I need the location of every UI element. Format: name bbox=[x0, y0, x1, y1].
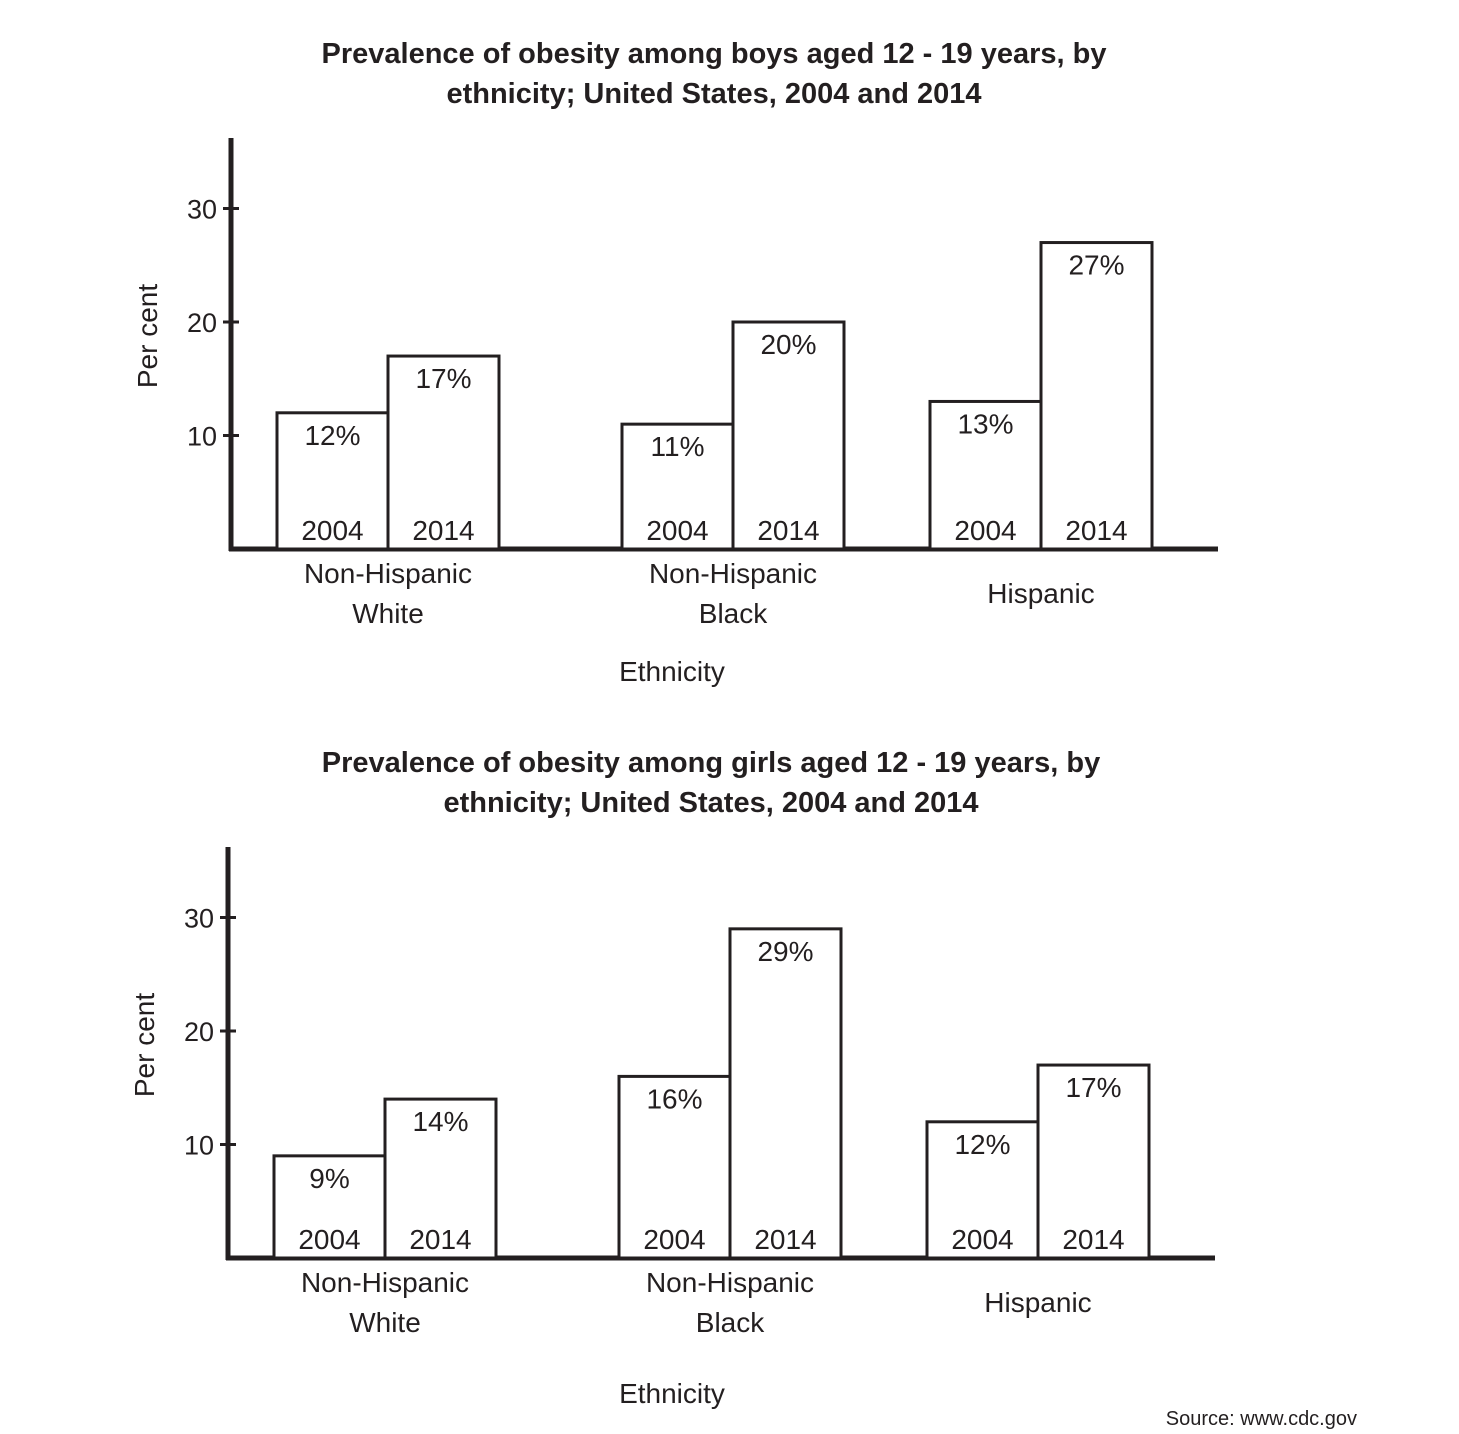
bar-year-label: 2014 bbox=[1065, 515, 1127, 546]
y-tick-label: 30 bbox=[184, 904, 214, 934]
bar bbox=[620, 422, 735, 551]
bar-year-label: 2004 bbox=[954, 515, 1016, 546]
bar-year-label: 2014 bbox=[757, 515, 819, 546]
bar-year-label: 2004 bbox=[301, 515, 363, 546]
chart-title-line: ethnicity; United States, 2004 and 2014 bbox=[443, 787, 978, 819]
bar-value-label: 16% bbox=[646, 1083, 702, 1114]
chart-title-line: Prevalence of obesity among girls aged 1… bbox=[322, 747, 1101, 779]
x-axis-label: Ethnicity bbox=[619, 1378, 725, 1409]
category-label: Hispanic bbox=[984, 1287, 1091, 1318]
category-label-line: Black bbox=[699, 598, 768, 629]
category-label-line: Non-Hispanic bbox=[304, 558, 472, 589]
bar bbox=[928, 399, 1043, 551]
bar bbox=[272, 1154, 387, 1260]
bar-year-label: 2014 bbox=[1062, 1224, 1124, 1255]
y-tick-label: 10 bbox=[187, 422, 217, 452]
x-axis-label: Ethnicity bbox=[619, 656, 725, 687]
bar-value-label: 11% bbox=[651, 431, 705, 462]
chart-title-line: Prevalence of obesity among boys aged 12… bbox=[322, 38, 1107, 70]
y-tick-label: 10 bbox=[184, 1131, 214, 1161]
bar-value-label: 17% bbox=[1065, 1072, 1121, 1103]
bar-year-label: 2004 bbox=[643, 1224, 705, 1255]
bar bbox=[383, 1097, 498, 1260]
bar-value-label: 27% bbox=[1068, 250, 1124, 281]
bar bbox=[386, 354, 501, 551]
source-note: Source: www.cdc.gov bbox=[1166, 1408, 1357, 1430]
y-tick-label: 20 bbox=[187, 308, 217, 338]
bar-value-label: 9% bbox=[309, 1163, 349, 1194]
bar bbox=[1036, 1063, 1151, 1260]
bar-value-label: 14% bbox=[412, 1106, 468, 1137]
category-label-line: Non-Hispanic bbox=[301, 1267, 469, 1298]
y-axis-label: Per cent bbox=[132, 284, 163, 388]
category-label-line: Non-Hispanic bbox=[649, 558, 817, 589]
bar-year-label: 2004 bbox=[646, 515, 708, 546]
bar bbox=[925, 1120, 1040, 1260]
chart-title-line: ethnicity; United States, 2004 and 2014 bbox=[446, 78, 981, 110]
category-label-line: Non-Hispanic bbox=[646, 1267, 814, 1298]
bar bbox=[617, 1074, 732, 1260]
bar-year-label: 2014 bbox=[754, 1224, 816, 1255]
bar-year-label: 2004 bbox=[951, 1224, 1013, 1255]
bar-year-label: 2014 bbox=[412, 515, 474, 546]
bar bbox=[275, 411, 390, 551]
bar-year-label: 2014 bbox=[409, 1224, 471, 1255]
y-tick-label: 20 bbox=[184, 1017, 214, 1047]
bar-value-label: 12% bbox=[304, 420, 360, 451]
boys-chart: Prevalence of obesity among boys aged 12… bbox=[132, 38, 1218, 687]
y-axis-label: Per cent bbox=[129, 993, 160, 1097]
category-label-line: Black bbox=[696, 1307, 765, 1338]
bar-year-label: 2004 bbox=[298, 1224, 360, 1255]
category-label: Hispanic bbox=[987, 578, 1094, 609]
bar-value-label: 20% bbox=[760, 329, 816, 360]
bar-value-label: 17% bbox=[415, 363, 471, 394]
bar-value-label: 29% bbox=[757, 936, 813, 967]
bar-value-label: 13% bbox=[957, 408, 1013, 439]
girls-chart: Prevalence of obesity among girls aged 1… bbox=[129, 747, 1215, 1409]
bar-value-label: 12% bbox=[954, 1129, 1010, 1160]
category-label-line: White bbox=[352, 598, 424, 629]
y-tick-label: 30 bbox=[187, 195, 217, 225]
bar bbox=[1039, 241, 1154, 551]
bar bbox=[731, 320, 846, 551]
bar bbox=[728, 927, 843, 1260]
category-label-line: White bbox=[349, 1307, 421, 1338]
